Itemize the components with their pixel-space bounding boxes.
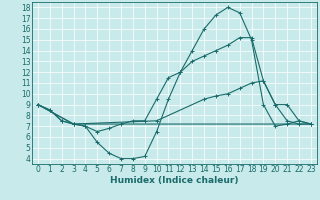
X-axis label: Humidex (Indice chaleur): Humidex (Indice chaleur) xyxy=(110,176,239,185)
